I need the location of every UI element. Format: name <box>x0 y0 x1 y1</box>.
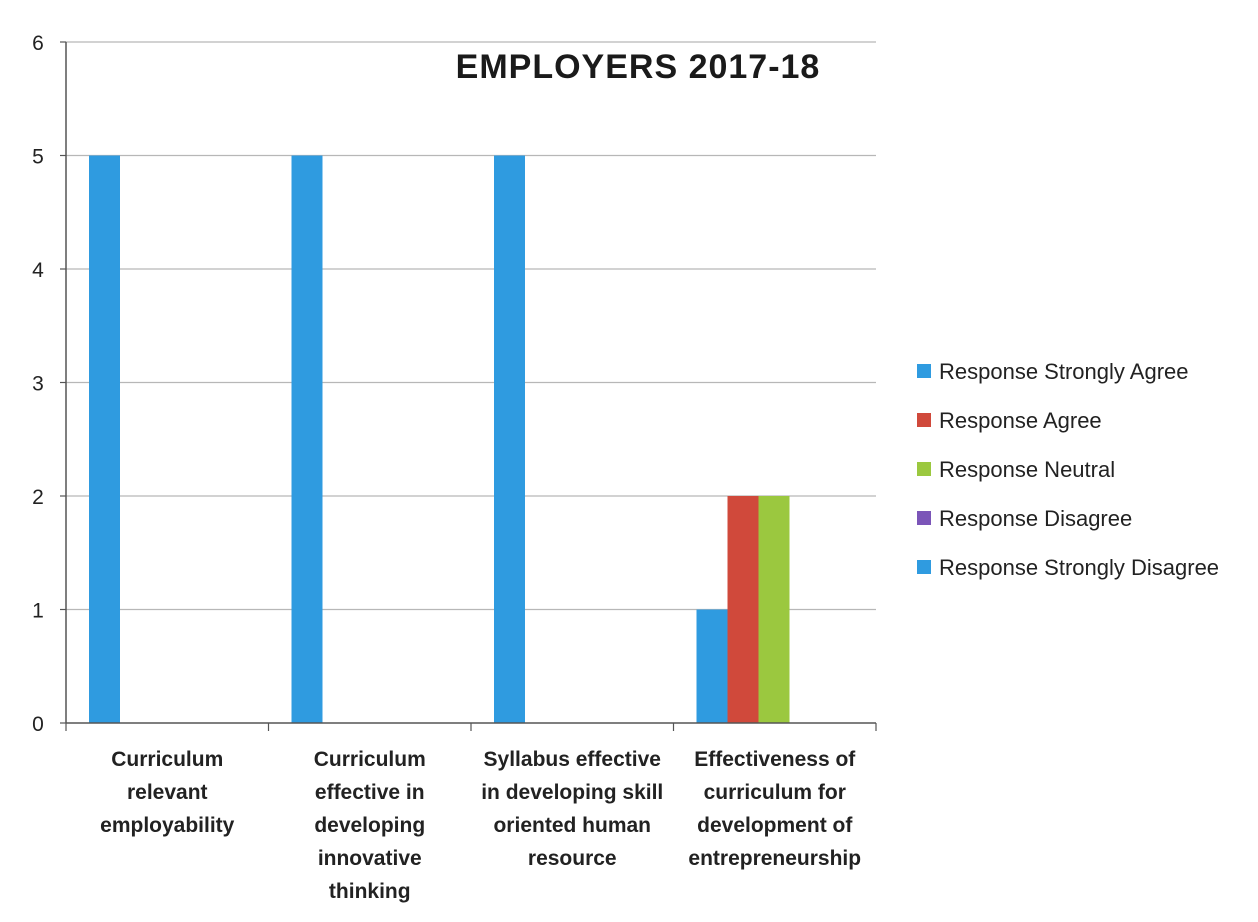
x-category-label: Curriculum <box>111 748 223 771</box>
bars <box>89 155 790 723</box>
legend-swatch <box>917 413 931 427</box>
x-category-label: oriented human <box>493 814 651 837</box>
x-category-label: relevant <box>127 781 208 804</box>
bar-response-neutral <box>758 496 790 723</box>
legend-label: Response Strongly Disagree <box>939 555 1219 580</box>
y-tick-label: 4 <box>32 259 44 282</box>
legend-label: Response Agree <box>939 408 1102 433</box>
legend-label: Response Strongly Agree <box>939 359 1189 384</box>
x-category-label: Curriculum <box>314 748 426 771</box>
bar-response-strongly-agree <box>291 155 323 723</box>
x-category-label: innovative <box>318 847 422 870</box>
y-tick-label: 1 <box>32 600 44 623</box>
x-category-label: thinking <box>329 880 411 903</box>
chart-title: EMPLOYERS 2017-18 <box>456 48 821 86</box>
legend-label: Response Neutral <box>939 457 1115 482</box>
y-tick-label: 2 <box>32 486 44 509</box>
y-tick-label: 0 <box>32 713 44 736</box>
gridlines <box>66 41 876 611</box>
x-category-label: effective in <box>315 781 425 804</box>
bar-response-strongly-agree <box>696 609 728 723</box>
x-category-label: in developing skill <box>481 781 663 804</box>
x-category-label: Effectiveness of <box>694 748 856 771</box>
y-tick-labels: 0 1 2 3 4 5 6 <box>32 32 44 736</box>
bar-response-agree <box>727 496 759 723</box>
x-category-label: Syllabus effective <box>484 748 661 771</box>
x-category-label: resource <box>528 847 617 870</box>
bar-response-strongly-agree <box>89 155 120 723</box>
legend-swatch <box>917 560 931 574</box>
y-tick-label: 3 <box>32 373 44 396</box>
legend: Response Strongly Agree Response Agree Res… <box>917 359 1219 580</box>
x-category-label: curriculum for <box>704 781 846 804</box>
legend-label: Response Disagree <box>939 506 1132 531</box>
bar-response-strongly-agree <box>494 155 525 723</box>
axes <box>60 41 877 731</box>
y-tick-label: 5 <box>32 146 44 169</box>
legend-swatch <box>917 462 931 476</box>
legend-swatch <box>917 364 931 378</box>
x-category-label: development of <box>697 814 853 837</box>
x-category-label: employability <box>100 814 235 837</box>
y-tick-label: 6 <box>32 32 44 55</box>
x-category-labels: Curriculum relevant employability Curriculu… <box>100 748 861 903</box>
x-category-label: entrepreneurship <box>688 847 861 870</box>
legend-swatch <box>917 511 931 525</box>
x-category-label: developing <box>314 814 425 837</box>
